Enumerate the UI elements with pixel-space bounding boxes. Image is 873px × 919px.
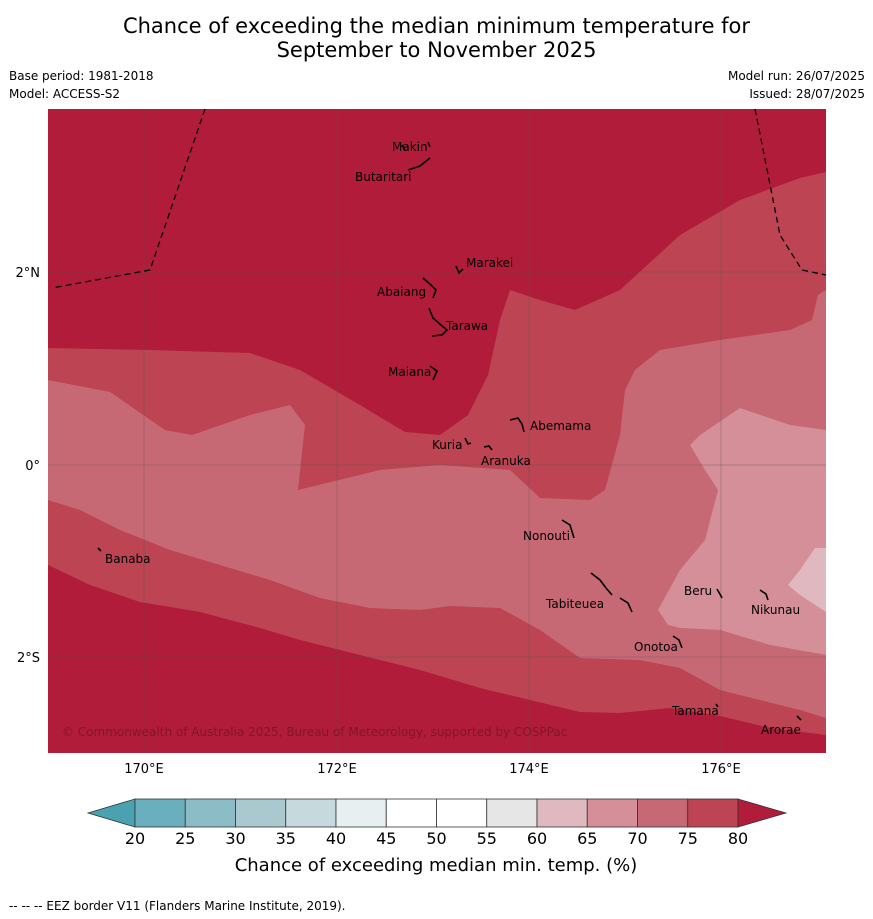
colorbar-tick-20: 20 <box>125 829 145 848</box>
lat-label-0: 0° <box>25 459 40 474</box>
zone-70-75-south <box>630 625 826 720</box>
island-outlines <box>97 141 802 721</box>
lon-label-176e: 176°E <box>701 762 741 777</box>
place-labels: Makin Butaritari Marakei Abaiang Tarawa … <box>105 140 801 737</box>
eez-footnote: -- -- -- EEZ border V11 (Flanders Marine… <box>9 899 346 913</box>
place-makin: Makin <box>392 140 428 154</box>
chart-title-line1: Chance of exceeding the median minimum t… <box>122 14 751 38</box>
colorbar-tick-80: 80 <box>728 829 748 848</box>
colorbar-label: Chance of exceeding median min. temp. (%… <box>235 855 638 876</box>
lon-label-172e: 172°E <box>317 762 357 777</box>
place-beru: Beru <box>684 584 712 598</box>
place-arorae: Arorae <box>761 723 801 737</box>
colorbar-swatch-35-40 <box>285 798 337 828</box>
colorbar-swatch-65-70 <box>586 798 638 828</box>
copyright-notice: © Commonwealth of Australia 2025, Bureau… <box>62 725 567 739</box>
eez-border <box>51 108 827 289</box>
colorbar-tick-55: 55 <box>477 829 497 848</box>
colorbar-swatch-50-55 <box>436 798 488 828</box>
colorbar-swatch-60-65 <box>536 798 588 828</box>
place-abaiang: Abaiang <box>377 285 426 299</box>
zone-65-70 <box>658 408 826 655</box>
place-abemama: Abemama <box>530 419 591 433</box>
colorbar: 20 25 30 35 40 45 50 55 60 65 70 75 80 <box>86 798 788 848</box>
meta-right: Model run: 26/07/2025 Issued: 28/07/2025 <box>728 67 865 103</box>
colorbar-tick-30: 30 <box>225 829 245 848</box>
place-banaba: Banaba <box>105 552 151 566</box>
meta-left: Base period: 1981-2018 Model: ACCESS-S2 <box>9 67 154 103</box>
colorbar-swatch-70-75 <box>637 798 689 828</box>
place-tamana: Tamana <box>671 704 719 718</box>
lat-label-2n: 2°N <box>16 266 41 281</box>
colorbar-swatch-75-80 <box>687 798 739 828</box>
colorbar-extend-high <box>737 798 788 828</box>
colorbar-tick-60: 60 <box>527 829 547 848</box>
colorbar-tick-75: 75 <box>678 829 698 848</box>
zone-60-65 <box>788 548 826 612</box>
colorbar-tick-25: 25 <box>175 829 195 848</box>
place-tarawa: Tarawa <box>445 319 488 333</box>
axis-labels: 2°N 0° 2°S 170°E 172°E 174°E 176°E <box>16 266 741 777</box>
colorbar-tick-35: 35 <box>276 829 296 848</box>
place-butaritari: Butaritari <box>355 170 412 184</box>
model-name: Model: ACCESS-S2 <box>9 87 121 101</box>
chart-title-line2: September to November 2025 <box>276 38 597 62</box>
place-maiana: Maiana <box>388 365 431 379</box>
issued-date: Issued: 28/07/2025 <box>749 87 865 101</box>
colorbar-swatch-20-25 <box>134 798 186 828</box>
place-kuria: Kuria <box>432 438 463 452</box>
lat-label-2s: 2°S <box>17 651 40 666</box>
place-nikunau: Nikunau <box>751 603 800 617</box>
place-nonouti: Nonouti <box>523 529 570 543</box>
colorbar-tick-70: 70 <box>627 829 647 848</box>
zone-above-80-south <box>48 565 826 753</box>
place-tabiteuea: Tabiteuea <box>545 597 604 611</box>
place-aranuka: Aranuka <box>481 454 531 468</box>
place-onotoa: Onotoa <box>634 640 678 654</box>
colorbar-swatch-40-45 <box>335 798 387 828</box>
base-period: Base period: 1981-2018 <box>9 69 154 83</box>
colorbar-tick-45: 45 <box>376 829 396 848</box>
lon-label-170e: 170°E <box>124 762 164 777</box>
lon-label-174e: 174°E <box>509 762 549 777</box>
colorbar-swatch-55-60 <box>486 798 538 828</box>
colorbar-swatch-30-35 <box>235 798 287 828</box>
colorbar-swatch-25-30 <box>184 798 236 828</box>
graticule <box>48 109 826 753</box>
colorbar-tick-40: 40 <box>326 829 346 848</box>
colorbar-tick-65: 65 <box>577 829 597 848</box>
colorbar-swatch-45-50 <box>385 798 437 828</box>
colorbar-tick-50: 50 <box>426 829 446 848</box>
probability-field <box>48 109 826 753</box>
model-run: Model run: 26/07/2025 <box>727 69 865 83</box>
place-marakei: Marakei <box>466 256 513 270</box>
colorbar-extend-low <box>86 798 136 828</box>
